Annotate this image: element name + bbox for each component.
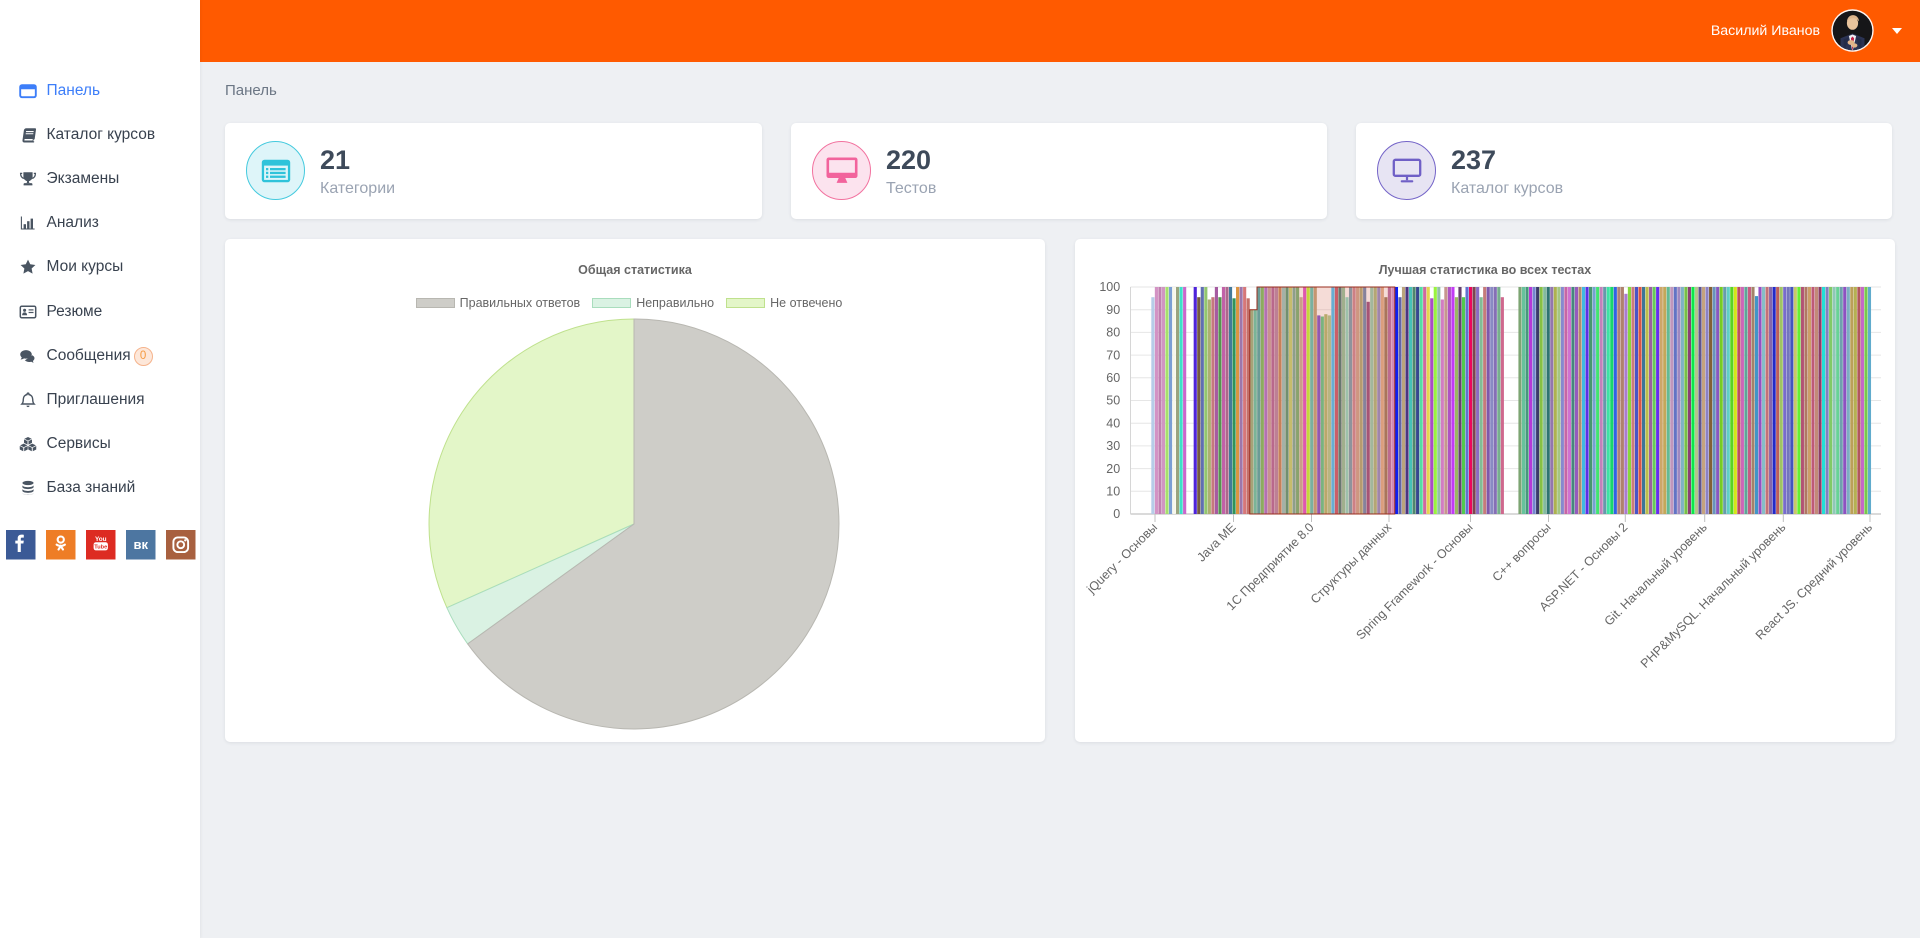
svg-text:40: 40 [1106,416,1120,430]
svg-text:ASP.NET - Основы 2: ASP.NET - Основы 2 [1537,520,1631,614]
svg-text:70: 70 [1106,348,1120,362]
svg-text:C++ вопросы: C++ вопросы [1490,520,1554,584]
svg-text:30: 30 [1106,439,1120,453]
svg-text:вк: вк [134,537,149,552]
svg-text:0: 0 [1113,507,1120,521]
svg-text:50: 50 [1106,394,1120,408]
svg-text:1C Предприятие 8.0: 1C Предприятие 8.0 [1224,520,1317,613]
svg-text:60: 60 [1106,371,1120,385]
svg-text:Структуры данных: Структуры данных [1308,520,1395,607]
svg-text:80: 80 [1106,326,1120,340]
svg-text:10: 10 [1106,485,1120,499]
svg-text:20: 20 [1106,462,1120,476]
svg-text:Java ME: Java ME [1194,520,1238,564]
svg-text:PHP&MySQL. Начальный уровень: PHP&MySQL. Начальный уровень [1638,520,1789,671]
svg-text:Tube: Tube [94,544,107,550]
svg-text:jQuery - Основы: jQuery - Основы [1083,520,1160,597]
svg-text:100: 100 [1099,280,1120,294]
svg-text:You: You [95,536,107,543]
svg-text:90: 90 [1106,303,1120,317]
